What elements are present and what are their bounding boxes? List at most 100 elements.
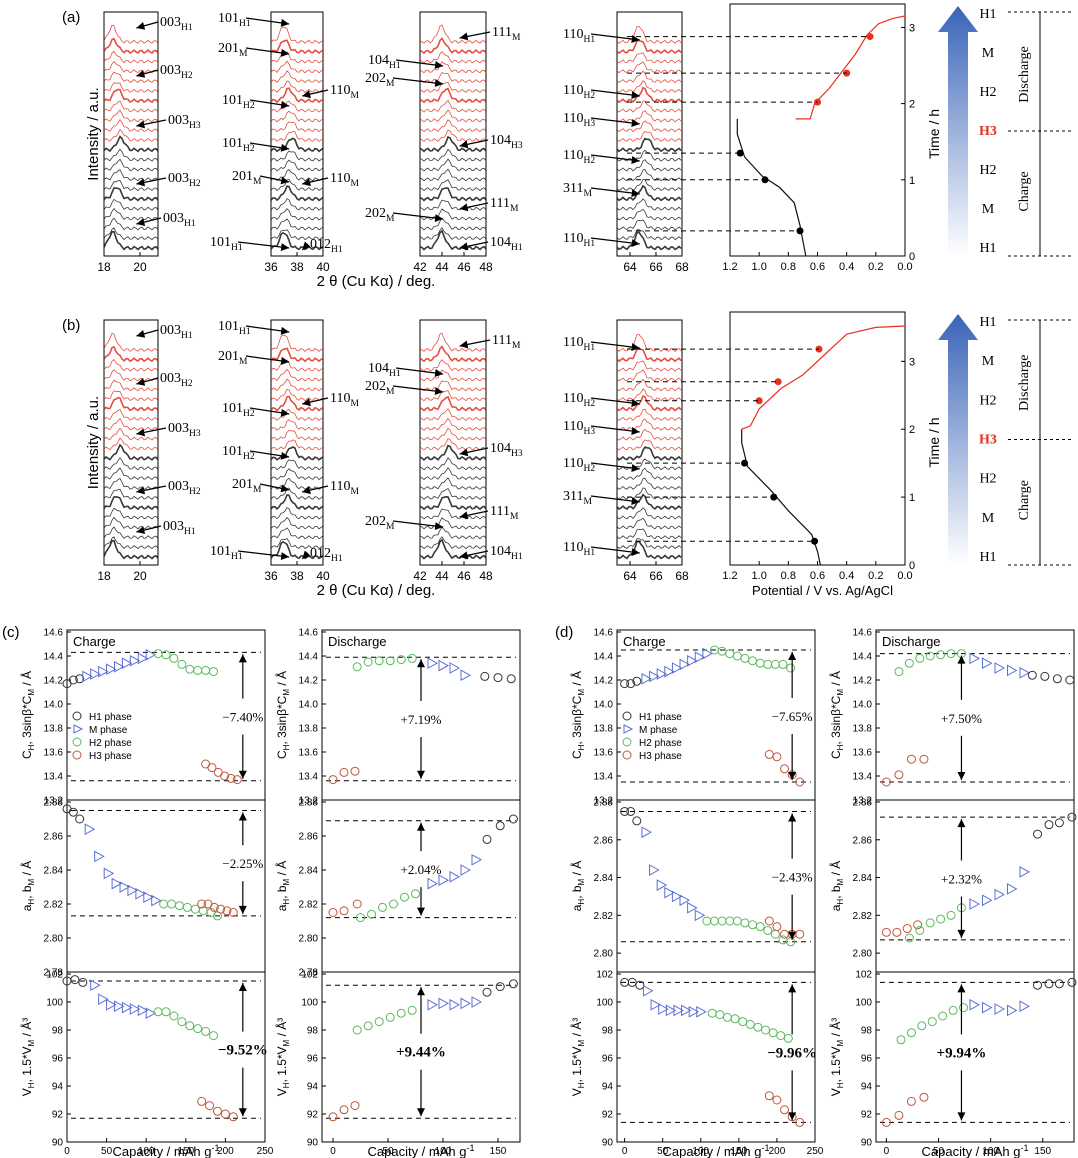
potential-tick-label: 1.2 — [722, 570, 737, 582]
point-H3 — [780, 1105, 790, 1115]
y-tick-label: 98 — [602, 1026, 614, 1037]
point-M — [649, 864, 660, 876]
two-theta-axis-label: 2 θ (Cu Kα) / deg. — [317, 582, 436, 599]
peak-arrow-head — [434, 369, 444, 377]
point-H3 — [772, 922, 782, 932]
potential-tick-label: 0.8 — [781, 570, 796, 582]
xrd-frame — [419, 319, 487, 566]
x-tick-label: 50 — [933, 1146, 945, 1157]
xrd-pattern — [104, 443, 158, 461]
point-H2 — [182, 902, 192, 912]
point-M — [969, 998, 980, 1011]
y-tick-label: 94 — [52, 1082, 64, 1093]
y-tick-label: 14.0 — [44, 700, 64, 711]
xrd-pattern — [104, 332, 158, 352]
charge-label: Charge — [1017, 171, 1032, 211]
point-M — [438, 997, 450, 1010]
xrd-pattern — [617, 439, 682, 451]
y-tick-label: 2.78 — [44, 968, 64, 979]
charge-curve — [736, 118, 807, 257]
peak-label-202-M: 202M — [365, 71, 395, 89]
xrd-pattern — [420, 37, 486, 55]
xrd-pattern — [104, 88, 158, 104]
point-H2 — [725, 649, 735, 659]
point-H3 — [339, 767, 349, 777]
point-H1 — [1044, 979, 1054, 989]
y-tick-label: 13.6 — [594, 748, 614, 759]
point-H2 — [702, 916, 712, 926]
peak-arrow-head — [459, 32, 469, 41]
point-H3 — [764, 749, 774, 759]
point-H1 — [635, 980, 645, 990]
point-H2 — [193, 665, 203, 675]
point-H1 — [75, 674, 85, 684]
xrd-pattern — [617, 80, 682, 93]
point-H3 — [228, 1112, 238, 1122]
point-H3 — [339, 906, 349, 916]
point-M — [471, 996, 483, 1008]
peak-arrow-head — [631, 548, 640, 556]
point-M — [650, 998, 662, 1011]
discharge-label: Discharge — [1017, 355, 1032, 412]
point-H2 — [770, 659, 780, 669]
xrd-pattern — [420, 227, 486, 241]
xrd-window-3: 42 44 46 48 — [413, 319, 493, 583]
peak-arrow-head — [280, 100, 290, 109]
peak-arrow-head — [631, 497, 640, 505]
point-M — [694, 909, 706, 922]
peak-label-003-H2: 003H2 — [168, 479, 201, 497]
peak-arrow-head — [136, 486, 146, 495]
point-H2 — [768, 1028, 778, 1038]
peak-label-003-H2: 003H2 — [160, 371, 193, 389]
point-H1 — [1067, 812, 1077, 822]
xrd-pattern — [617, 137, 682, 153]
point-H1 — [1065, 675, 1075, 685]
y-tick-label: 2.88 — [44, 798, 64, 809]
point-H2 — [352, 662, 362, 672]
lattice-y-axis-label: VH, 1.5*VM / Å³ — [19, 1018, 36, 1097]
peak-arrow-head — [459, 551, 469, 560]
point-M — [449, 998, 461, 1011]
xrd-pattern — [104, 60, 158, 74]
point-H3 — [894, 1110, 904, 1120]
peak-arrow-head — [459, 203, 469, 212]
y-tick-label: 2.80 — [853, 949, 873, 960]
legend-entry-H1: H1 phase — [639, 712, 682, 723]
y-tick-label: 14.4 — [44, 652, 64, 663]
peak-arrow-shaft — [590, 462, 640, 470]
xrd-pattern — [420, 72, 486, 84]
y-tick-label: 14.2 — [44, 676, 64, 687]
peak-arrow-head — [459, 511, 469, 520]
xrd-pattern — [617, 120, 682, 133]
point-M — [427, 877, 439, 890]
y-tick-label: 2.88 — [594, 798, 614, 809]
xrd-pattern — [271, 208, 323, 221]
point-M — [121, 1001, 133, 1014]
point-H3 — [197, 1096, 207, 1106]
point-H1 — [1067, 977, 1077, 987]
xrd-pattern — [104, 536, 158, 550]
xrd-tick-label: 40 — [316, 260, 330, 274]
column-title: Charge — [623, 634, 666, 649]
point-H3 — [772, 752, 782, 762]
xrd-pattern — [617, 458, 682, 471]
peak-label-311-M: 311M — [563, 489, 592, 507]
point-H2 — [407, 1005, 417, 1015]
point-H1 — [627, 977, 637, 987]
y-tick-label: 100 — [301, 998, 318, 1009]
peak-label-111-M: 111M — [490, 504, 519, 522]
y-tick-label: 94 — [602, 1082, 614, 1093]
lattice-frame — [321, 971, 521, 1143]
x-tick-label: 100 — [692, 1146, 709, 1157]
peak-arrow-head — [302, 90, 311, 99]
point-H2 — [363, 1021, 373, 1031]
y-tick-label: 14.4 — [299, 652, 319, 663]
point-H2 — [927, 1017, 937, 1027]
peak-label-110-M: 110M — [330, 171, 359, 189]
xrd-pattern — [420, 538, 486, 560]
time-tick-label: 0 — [909, 560, 915, 572]
xrd-patterns — [420, 24, 486, 251]
point-H1 — [495, 821, 505, 831]
change-arrow-up-head — [417, 659, 425, 668]
point-M — [460, 997, 472, 1010]
